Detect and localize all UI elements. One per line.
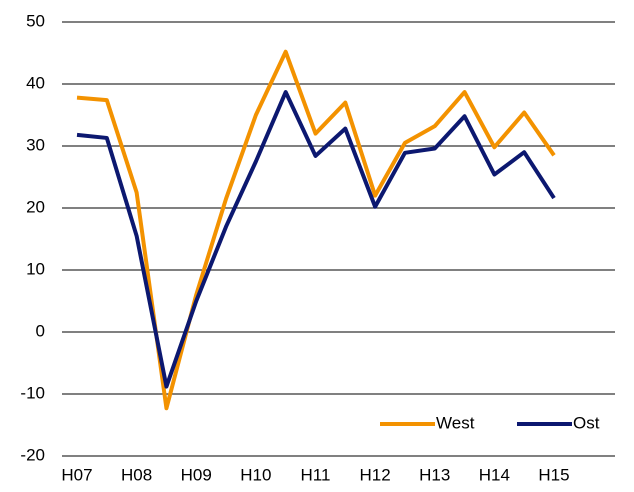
y-tick-label: -20 [20,445,45,464]
x-tick-label: H15 [538,465,569,484]
y-tick-label: 10 [26,259,45,278]
x-tick-label: H07 [61,465,92,484]
y-tick-label: 30 [26,135,45,154]
y-tick-label: 20 [26,197,45,216]
x-tick-label: H09 [181,465,212,484]
x-tick-label: H11 [301,465,331,484]
y-tick-label: 0 [36,321,45,340]
x-tick-label: H12 [360,465,391,484]
y-tick-label: 50 [26,11,45,30]
line-series [76,90,556,389]
x-tick-label: H14 [479,465,510,484]
legend-label: West [436,413,475,432]
x-tick-label: H13 [419,465,450,484]
y-tick-label: 40 [26,73,45,92]
x-tick-label: H10 [240,465,271,484]
x-tick-label: H08 [121,465,152,484]
line-series [76,49,556,411]
y-tick-label: -10 [20,383,45,402]
legend-label: Ost [573,413,600,432]
